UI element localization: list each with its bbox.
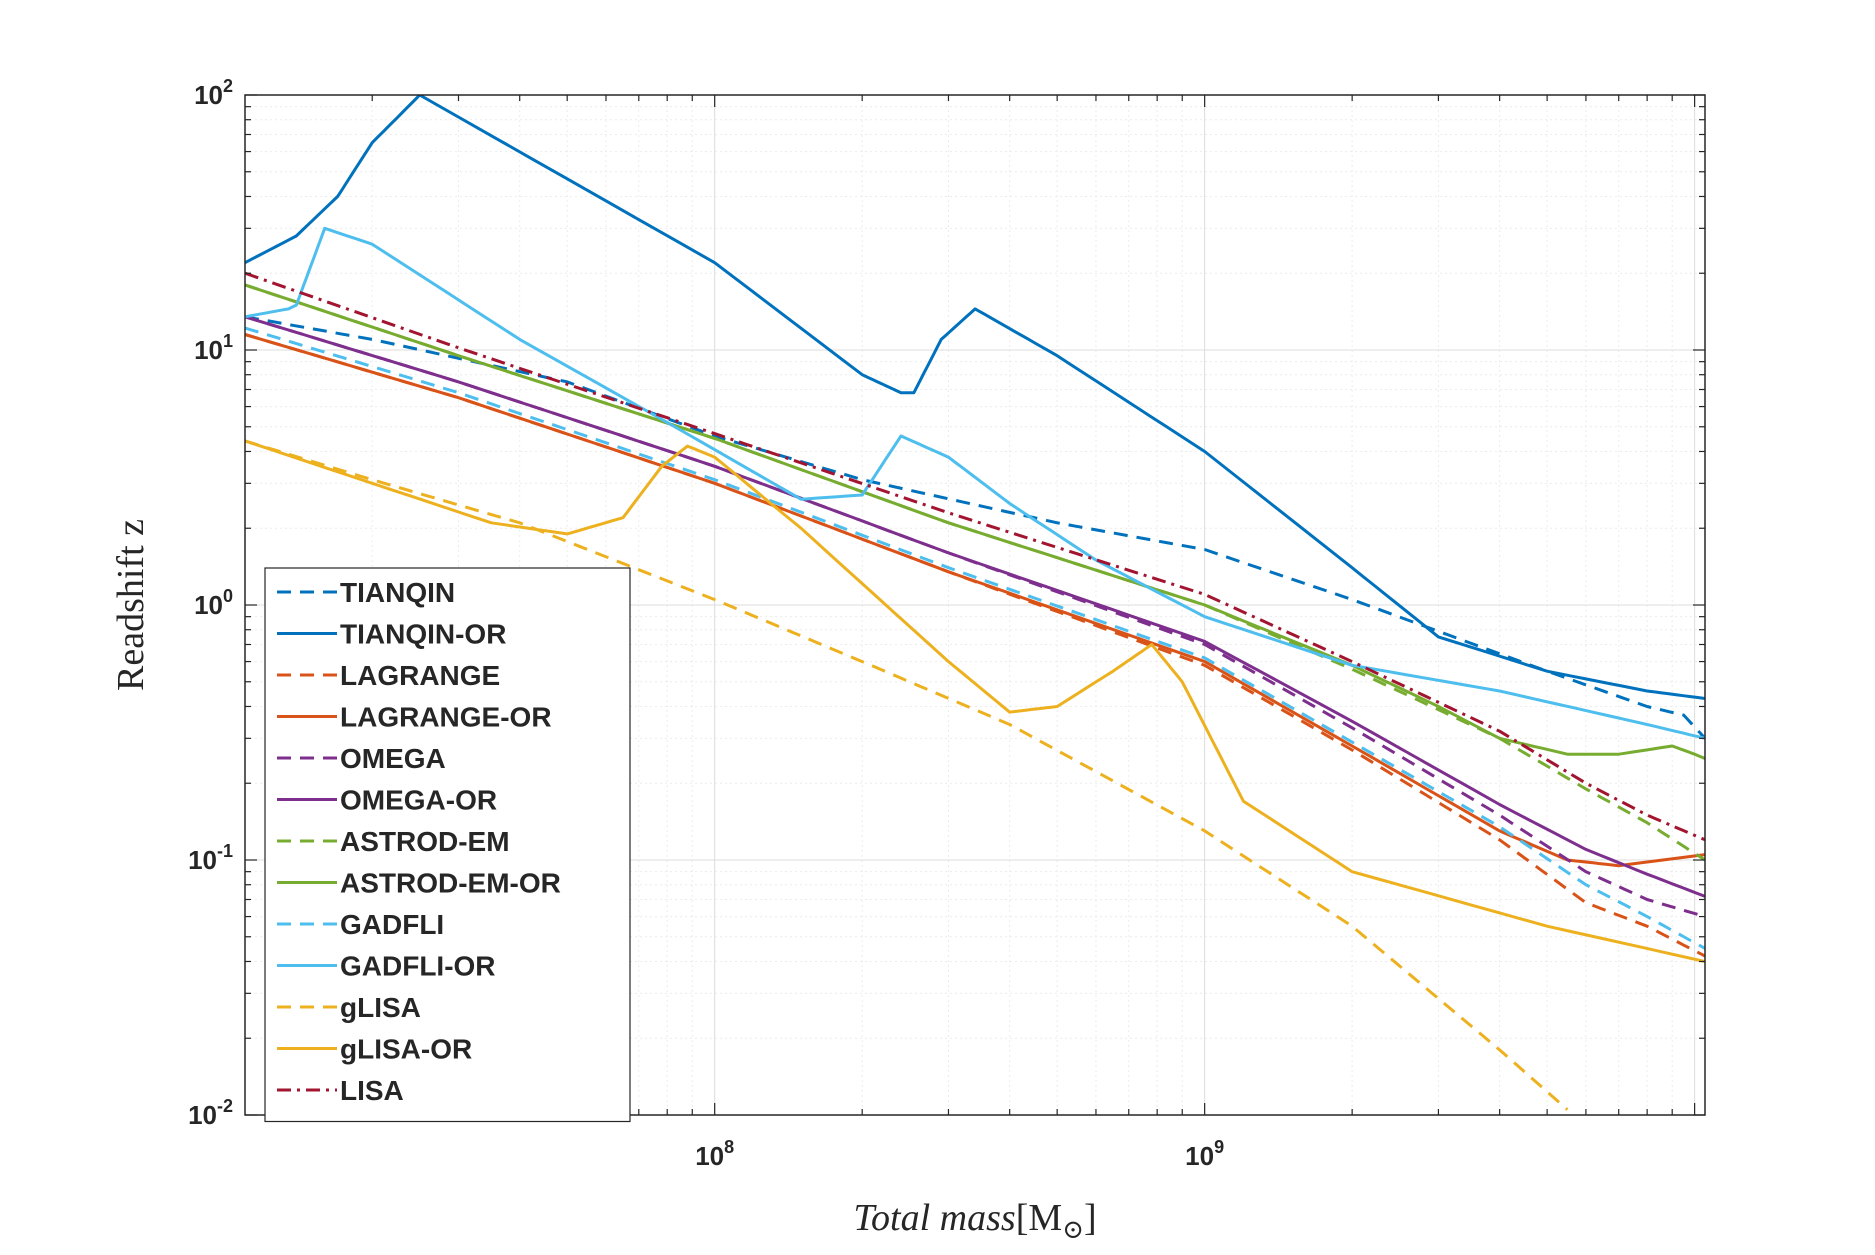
- x-tick-label: 108: [695, 1137, 734, 1171]
- y-axis-label: Readshift z: [110, 519, 152, 691]
- series-astrod-em-line: [245, 283, 1705, 862]
- legend-label-tianqin-or: TIANQIN-OR: [340, 619, 506, 650]
- legend-label-lagrange-or: LAGRANGE-OR: [340, 702, 552, 733]
- series-glisa-line: [245, 439, 1569, 1111]
- legend-label-omega: OMEGA: [340, 743, 446, 774]
- legend-label-astrod-em-or: ASTROD-EM-OR: [340, 868, 561, 899]
- series-tianqin-or-line: [245, 95, 1705, 700]
- y-tick-label: 101: [194, 331, 233, 365]
- y-tick-label: 100: [194, 586, 233, 620]
- x-axis-label-unit-close: ]: [1084, 1197, 1097, 1239]
- series-lisa-line: [245, 271, 1705, 842]
- legend-label-omega-or: OMEGA-OR: [340, 785, 497, 816]
- series-gadfli-or-line: [245, 226, 1705, 740]
- legend-label-lagrange: LAGRANGE: [340, 660, 500, 691]
- legend-label-gadfli-or: GADFLI-OR: [340, 951, 496, 982]
- series-lagrange-or-line: [245, 333, 1705, 868]
- series-glisa-or-line: [245, 439, 1705, 963]
- x-axis-label: Total mass[M⊙]: [853, 1197, 1096, 1244]
- axis-ticks: 108 109 10-2 10-1 100 101 102: [188, 76, 1705, 1171]
- x-axis-label-text: Total mass: [853, 1197, 1015, 1239]
- series-omega-or-line: [245, 315, 1705, 898]
- legend-label-lisa: LISA: [340, 1075, 404, 1106]
- y-tick-label: 10-2: [188, 1096, 233, 1130]
- x-axis-label-unit-sub: ⊙: [1062, 1215, 1084, 1244]
- legend: TIANQIN TIANQIN-OR LAGRANGE LAGRANGE-OR OMEG…: [264, 567, 631, 1123]
- x-axis-label-unit: [M: [1016, 1197, 1062, 1239]
- legend-label-astrod-em: ASTROD-EM: [340, 826, 510, 857]
- legend-label-tianqin: TIANQIN: [340, 577, 455, 608]
- plot-series: [245, 95, 1705, 1111]
- legend-box: [264, 567, 631, 1123]
- series-gadfli-line: [245, 326, 1705, 950]
- legend-label-gadfli: GADFLI: [340, 909, 444, 940]
- x-tick-label: 109: [1185, 1137, 1224, 1171]
- series-astrod-em-or-line: [245, 283, 1705, 760]
- legend-label-glisa-or: gLISA-OR: [340, 1034, 472, 1065]
- y-tick-label: 102: [194, 76, 233, 110]
- y-tick-label: 10-1: [188, 841, 233, 875]
- legend-label-glisa: gLISA: [340, 992, 421, 1023]
